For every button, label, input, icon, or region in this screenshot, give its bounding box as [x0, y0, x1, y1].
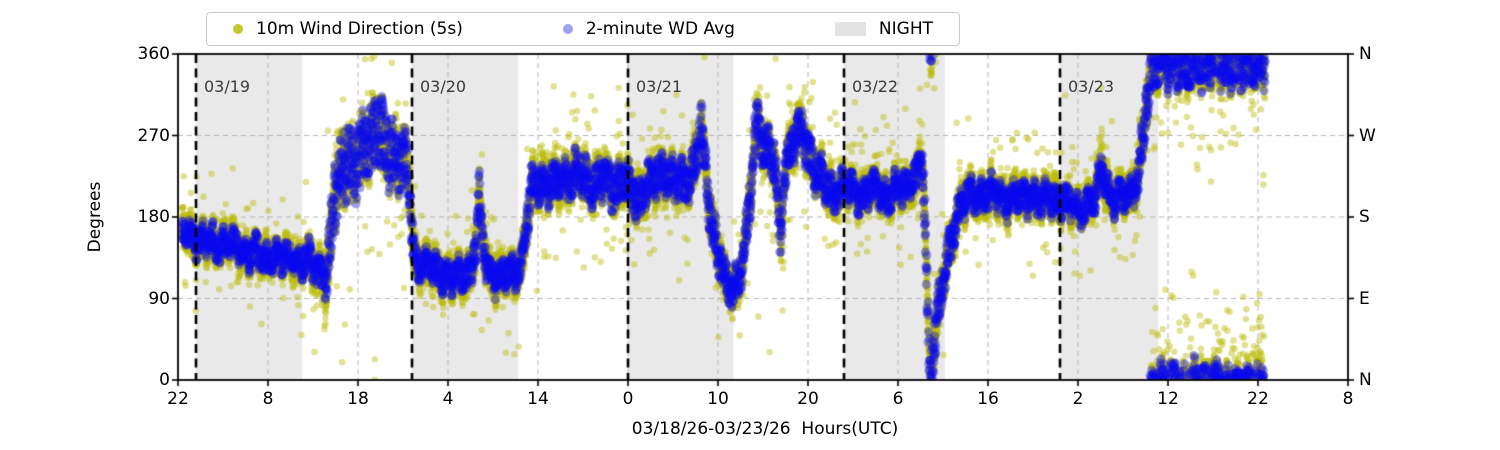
y-tick-label-right: N: [1359, 44, 1372, 64]
x-tick-label: 0: [622, 389, 634, 409]
x-tick-label: 2: [1072, 389, 1084, 409]
x-tick-label: 18: [347, 389, 369, 409]
date-label: 03/20: [420, 77, 467, 96]
legend-label-wd-avg: 2-minute WD Avg: [585, 19, 735, 39]
x-tick-label: 6: [892, 389, 904, 409]
x-tick-label: 8: [1342, 389, 1354, 409]
x-tick-label: 8: [262, 389, 274, 409]
x-tick-label: 22: [167, 389, 189, 409]
x-axis-label: 03/18/26-03/23/26 Hours(UTC): [631, 419, 899, 439]
legend-item-wd-avg: 2-minute WD Avg: [562, 19, 735, 39]
x-tick-label: 10: [707, 389, 729, 409]
x-tick-label: 4: [442, 389, 454, 409]
wd-5s-marker-icon: [233, 24, 243, 34]
legend-item-night: NIGHT: [834, 19, 933, 39]
x-tick-label: 14: [527, 389, 549, 409]
date-label: 03/22: [852, 77, 899, 96]
y-tick-label-left: 90: [148, 288, 170, 309]
y-tick-label-left: 0: [159, 370, 170, 390]
y-tick-label-right: S: [1359, 207, 1370, 227]
x-tick-label: 22: [1247, 389, 1269, 409]
y-tick-label-right: N: [1359, 370, 1372, 390]
y-tick-label-left: 270: [137, 125, 170, 146]
x-tick-label: 12: [1157, 389, 1179, 409]
x-tick-label: 20: [797, 389, 819, 409]
legend: 10m Wind Direction (5s) 2-minute WD Avg …: [206, 12, 960, 46]
date-label: 03/23: [1068, 77, 1115, 96]
night-patch-icon: [834, 22, 866, 36]
wd-avg-marker-icon: [562, 24, 573, 34]
y-tick-label-right: E: [1359, 288, 1370, 309]
y-axis-label: Degrees: [85, 181, 105, 253]
y-tick-label-left: 180: [137, 207, 170, 227]
date-label: 03/19: [204, 77, 251, 96]
legend-label-night: NIGHT: [878, 19, 933, 39]
y-tick-label-left: 360: [137, 44, 170, 64]
date-label: 03/21: [636, 77, 683, 96]
legend-item-wd-5s: 10m Wind Direction (5s): [233, 19, 463, 39]
x-tick-label: 16: [977, 389, 999, 409]
y-tick-label-right: W: [1359, 125, 1376, 146]
legend-label-wd-5s: 10m Wind Direction (5s): [256, 19, 463, 39]
